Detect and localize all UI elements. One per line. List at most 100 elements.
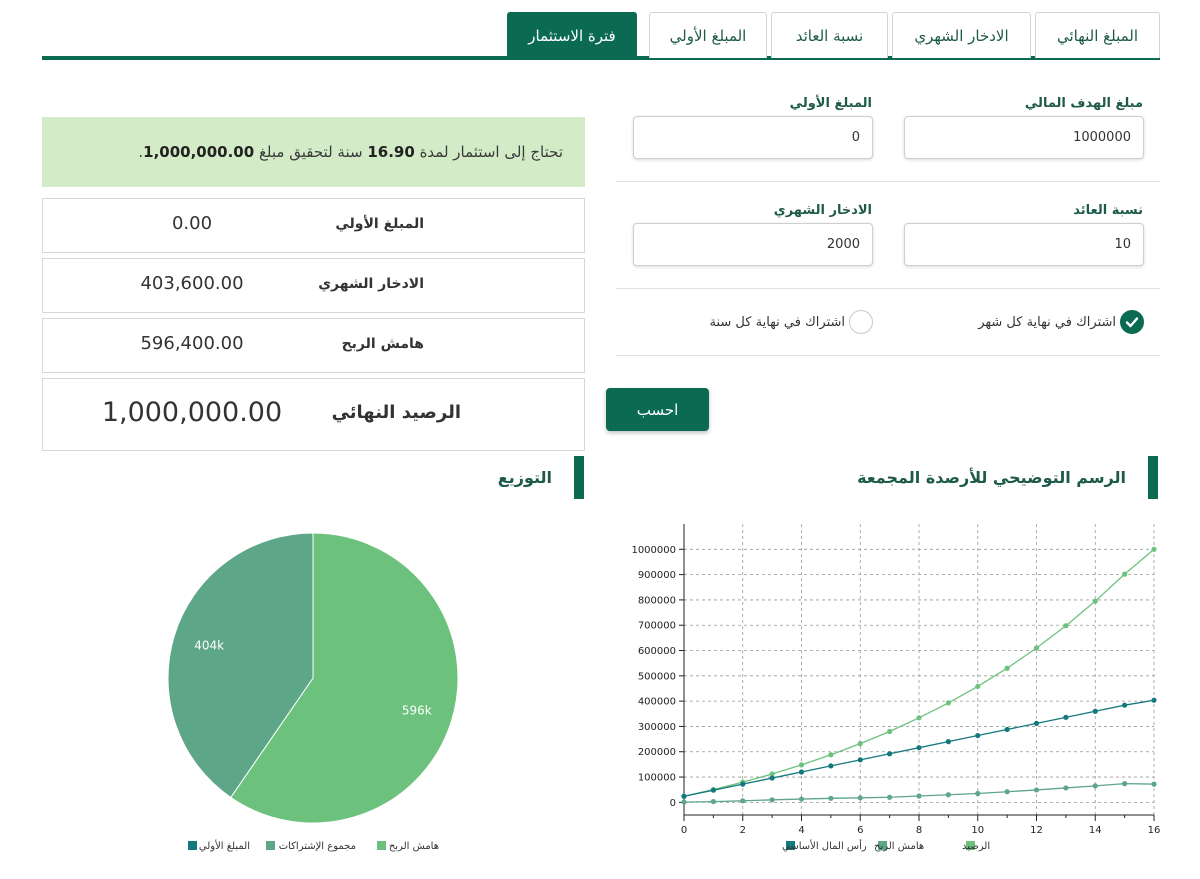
data-point [916,745,922,751]
tab-initial-amount[interactable]: المبلغ الأولي [649,12,767,58]
data-point [681,793,687,799]
data-point [1063,714,1069,720]
tab-return-rate[interactable]: نسبة العائد [771,12,888,58]
initial-input[interactable] [633,116,873,159]
data-point [916,715,922,721]
radio-monthly[interactable]: اشتراك في نهاية كل شهر [978,310,1144,334]
data-point [769,771,775,777]
data-point [857,795,863,801]
legend-swatch [878,841,887,850]
summary-label: الرصيد النهائي [331,402,461,423]
summary-row-profit: هامش الربح 596,400.00 [42,318,585,373]
tab-final-amount[interactable]: المبلغ النهائي [1035,12,1160,58]
series-line [683,782,1155,803]
y-tick-label: 600000 [638,646,676,657]
summary-label: المبلغ الأولي [335,216,424,232]
radio-empty-icon [849,310,873,334]
return-input[interactable] [904,223,1144,266]
data-point [887,794,893,800]
y-tick-label: 800000 [638,595,676,606]
summary-label: هامش الربح [341,336,424,352]
y-tick-label: 700000 [638,621,676,632]
data-point [769,797,775,803]
data-point [798,796,805,802]
pie-legend: هامش الربح مجموع الإشتراكات المبلغ الأولي [188,839,439,852]
y-tick-label: 100000 [638,773,676,784]
chart-section-title: الرسم التوضيحي للأرصدة المجمعة [857,456,1158,499]
data-point [1122,571,1128,577]
legend-label: المبلغ الأولي [199,839,250,852]
x-tick-label: 6 [857,825,863,836]
slice-label: 404k [194,639,224,653]
data-point [1063,623,1069,629]
tab-investment-period[interactable]: فترة الاستثمار [507,12,637,58]
data-point [1004,789,1010,795]
data-point [1092,598,1098,604]
data-point [1122,702,1128,708]
calculate-button[interactable]: احسب [606,388,709,431]
summary-row-final: الرصيد النهائي 1,000,000.00 [42,378,585,451]
summary-value: 0.00 [171,213,213,234]
grid [683,524,1155,815]
chart-legend: الرصيد هامش الربح رأس المال الأساسي [782,839,990,852]
monthly-input[interactable] [633,223,873,266]
result-suffix: . [138,143,144,161]
data-point [1151,697,1157,703]
legend-swatch [188,841,197,850]
divider [616,355,1160,356]
radio-yearly-label: اشتراك في نهاية كل سنة [709,314,845,330]
radio-yearly[interactable]: اشتراك في نهاية كل سنة [710,310,873,334]
slice-label: 596k [402,703,432,717]
x-tick-label: 14 [1089,825,1102,836]
divider [616,288,1160,289]
data-point [857,741,863,747]
data-point [945,700,951,706]
x-tick-label: 8 [916,825,922,836]
data-point [945,792,951,798]
distribution-pie-chart: 596k 404k هامش الربح مجموع الإشتراكات المبلغ… [167,532,459,852]
x-tick-label: 10 [971,825,984,836]
summary-row-monthly: الادخار الشهري 403,600.00 [42,258,585,313]
data-point [945,739,951,745]
summary-value: 403,600.00 [140,273,244,294]
pie-slice [167,532,314,799]
data-point [1092,708,1098,714]
data-point [828,795,834,801]
result-prefix: تحتاج إلى استثمار لمدة [419,143,563,161]
y-tick-label: 500000 [638,671,676,682]
x-tick-label: 12 [1030,825,1043,836]
initial-label: المبلغ الأولي [789,96,872,111]
monthly-label: الادخار الشهري [773,203,872,218]
y-tick-label: 900000 [638,570,676,581]
check-icon [1120,310,1144,334]
result-banner: تحتاج إلى استثمار لمدة 16.90 سنة لتحقيق … [42,117,585,187]
data-point [1033,720,1040,726]
y-tick-label: 0 [670,798,676,809]
legend-label: مجموع الإشتراكات [279,841,356,852]
tab-monthly-saving[interactable]: الادخار الشهري [892,12,1031,58]
data-point [1063,785,1069,791]
x-tick-label: 0 [681,825,687,836]
data-point [769,775,775,781]
goal-input[interactable] [904,116,1144,159]
x-tick-label: 16 [1148,825,1161,836]
data-point [1004,726,1010,733]
data-point [1092,783,1098,789]
legend-swatch [786,841,795,850]
balance-line-chart: 0 100000 200000 300000 400000 500000 600000 700… [631,524,1161,852]
return-label: نسبة العائد [1073,203,1143,218]
data-point [975,790,981,797]
pie-slice [230,532,459,824]
legend-label: الرصيد [962,841,990,852]
summary-label: الادخار الشهري [318,276,424,292]
data-point [887,728,893,735]
data-point [798,769,805,775]
legend-label: هامش الربح [389,841,439,852]
x-tick-label: 4 [798,825,804,836]
result-years: 16.90 [367,143,415,161]
y-tick-label: 200000 [638,747,676,758]
legend-swatch [966,841,975,850]
summary-row-initial: المبلغ الأولي 0.00 [42,198,585,253]
y-tick-label: 400000 [638,697,676,708]
legend-swatch [266,841,275,850]
